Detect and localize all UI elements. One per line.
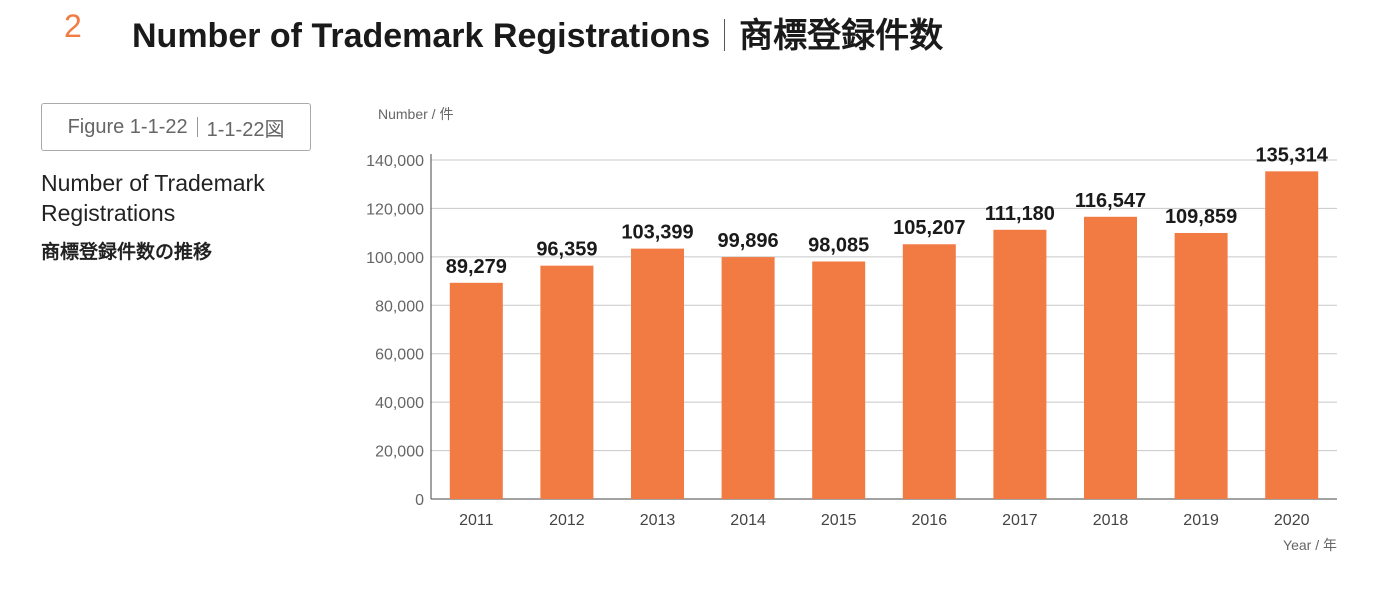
figure-title-en: Number of Trademark Registrations bbox=[41, 170, 265, 226]
bar-2016 bbox=[902, 244, 956, 499]
figure-number-en: Figure 1-1-22 bbox=[67, 115, 188, 138]
data-label-2018: 116,547 bbox=[1075, 190, 1146, 212]
y-tick-label: 40,000 bbox=[375, 395, 424, 412]
section-number: 2 bbox=[64, 8, 82, 44]
data-label-2014: 99,896 bbox=[718, 230, 779, 252]
section-title-en: Number of Trademark Registrations bbox=[132, 17, 711, 55]
y-tick-label: 100,000 bbox=[366, 250, 424, 267]
y-tick-label: 20,000 bbox=[375, 444, 424, 461]
figure-title-jp: 商標登録件数の推移 bbox=[41, 242, 213, 263]
data-label-2020: 135,314 bbox=[1256, 144, 1329, 166]
x-tick-label-2013: 2013 bbox=[640, 512, 676, 529]
x-axis-label: Year / 年 bbox=[1283, 537, 1337, 553]
x-tick-label-2014: 2014 bbox=[730, 512, 766, 529]
data-label-2017: 111,180 bbox=[985, 203, 1055, 225]
x-tick-label-2020: 2020 bbox=[1274, 512, 1310, 529]
x-tick-label-2016: 2016 bbox=[912, 512, 948, 529]
bar-2011 bbox=[449, 282, 503, 499]
y-tick-label: 80,000 bbox=[375, 298, 424, 315]
bar-2012 bbox=[540, 265, 594, 499]
x-tick-label-2017: 2017 bbox=[1002, 512, 1038, 529]
bar-2017 bbox=[993, 229, 1047, 499]
x-tick-label-2018: 2018 bbox=[1093, 512, 1129, 529]
y-tick-label: 120,000 bbox=[366, 201, 424, 218]
section-header: 2 Number of Trademark Registrations 商標登録件… bbox=[0, 0, 1374, 60]
data-label-2011: 89,279 bbox=[446, 256, 507, 278]
data-label-2012: 96,359 bbox=[536, 239, 597, 261]
section-title: Number of Trademark Registrations 商標登録件数 bbox=[132, 8, 943, 57]
figure-number-box: Figure 1-1-22 1-1-22図 bbox=[41, 103, 311, 151]
data-label-2015: 98,085 bbox=[808, 234, 869, 256]
section-title-jp: 商標登録件数 bbox=[739, 17, 944, 55]
figure-number-jp: 1-1-22図 bbox=[206, 118, 285, 141]
y-tick-label: 0 bbox=[415, 492, 424, 509]
bar-chart: Number / 件 0 20,000 40,000 60,000 80,000 100,0… bbox=[366, 106, 1337, 553]
x-tick-label-2011: 2011 bbox=[459, 512, 494, 529]
data-label-2019: 109,859 bbox=[1165, 206, 1237, 228]
figure-number-divider bbox=[196, 117, 198, 137]
x-tick-label-2019: 2019 bbox=[1183, 512, 1219, 529]
bar-2015 bbox=[812, 261, 866, 499]
bar-2018 bbox=[1084, 216, 1137, 499]
y-tick-label: 60,000 bbox=[375, 347, 424, 364]
x-tick-label-2015: 2015 bbox=[821, 512, 857, 529]
y-tick-label: 140,000 bbox=[366, 153, 424, 170]
y-axis-label: Number / 件 bbox=[378, 106, 453, 122]
data-label-2016: 105,207 bbox=[893, 217, 965, 239]
data-label-2013: 103,399 bbox=[621, 222, 693, 244]
title-divider bbox=[724, 19, 726, 51]
bar-2014 bbox=[721, 257, 775, 499]
x-tick-label-2012: 2012 bbox=[549, 512, 585, 529]
bar-2013 bbox=[631, 248, 684, 499]
bar-2020 bbox=[1265, 171, 1319, 500]
bar-2019 bbox=[1174, 232, 1228, 499]
